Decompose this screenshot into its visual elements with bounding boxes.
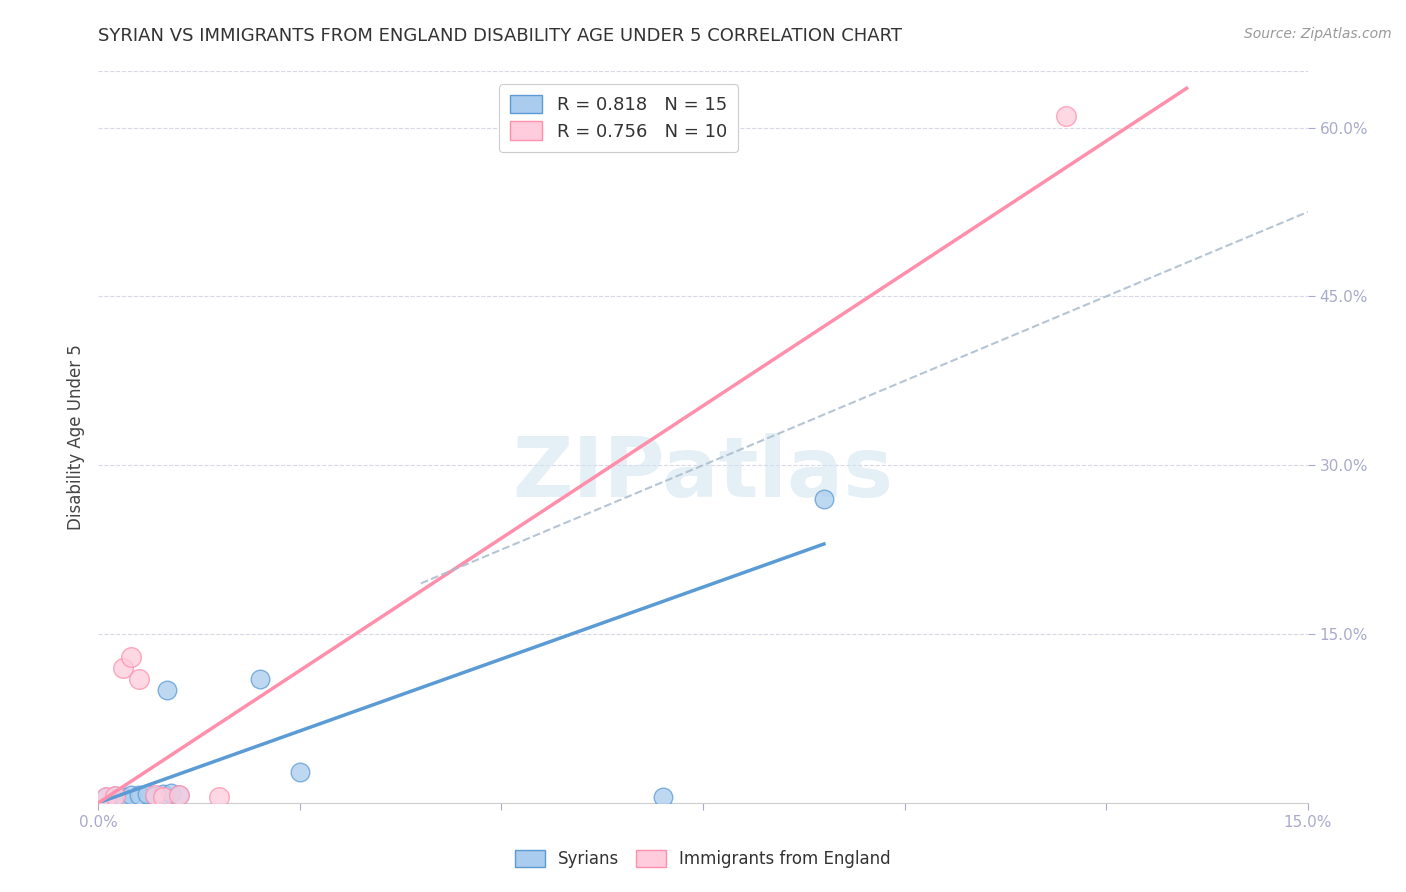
Point [208, 790, 231, 805]
Point [135, 787, 157, 801]
Point [156, 683, 179, 698]
Legend: Syrians, Immigrants from England: Syrians, Immigrants from England [508, 843, 898, 875]
Point [167, 788, 190, 802]
Text: ZIPatlas: ZIPatlas [513, 434, 893, 514]
Point [111, 790, 134, 805]
Point [152, 790, 174, 805]
Point [96, 790, 118, 805]
Point [128, 788, 150, 802]
Point [96, 790, 118, 805]
Point [120, 788, 142, 802]
Point [120, 649, 142, 664]
Point [143, 789, 166, 803]
Point [1054, 109, 1077, 123]
Point [167, 788, 190, 802]
Point [111, 661, 134, 675]
Point [249, 672, 271, 686]
Point [103, 789, 125, 803]
Point [813, 491, 835, 506]
Legend: R = 0.818   N = 15, R = 0.756   N = 10: R = 0.818 N = 15, R = 0.756 N = 10 [499, 84, 738, 152]
Point [103, 789, 125, 803]
Y-axis label: Disability Age Under 5: Disability Age Under 5 [66, 344, 84, 530]
Text: SYRIAN VS IMMIGRANTS FROM ENGLAND DISABILITY AGE UNDER 5 CORRELATION CHART: SYRIAN VS IMMIGRANTS FROM ENGLAND DISABI… [98, 27, 903, 45]
Point [152, 787, 174, 801]
Point [160, 786, 183, 800]
Text: Source: ZipAtlas.com: Source: ZipAtlas.com [1244, 27, 1392, 41]
Point [651, 790, 673, 805]
Point [143, 788, 166, 802]
Point [288, 765, 311, 780]
Point [128, 672, 150, 686]
